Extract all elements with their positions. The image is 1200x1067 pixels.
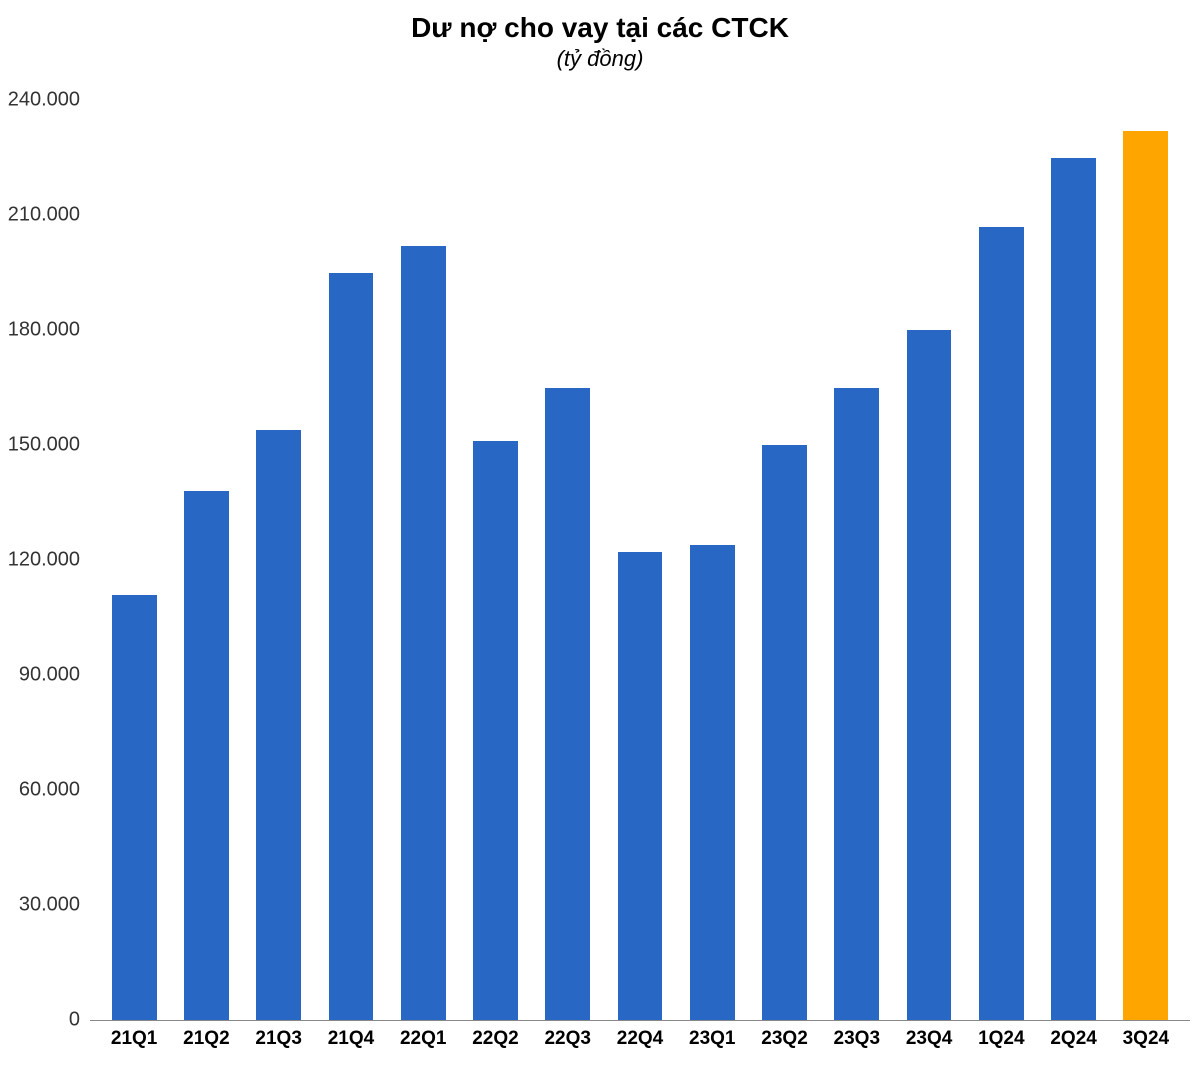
- bar: [112, 595, 157, 1021]
- y-tick-label: 0: [0, 1009, 80, 1032]
- bar-slot: [387, 100, 459, 1020]
- bar-slot: [821, 100, 893, 1020]
- x-tick-label: 21Q4: [315, 1020, 387, 1050]
- bar: [256, 430, 301, 1020]
- bar: [690, 545, 735, 1020]
- x-tick-label: 21Q3: [243, 1020, 315, 1050]
- bar: [473, 441, 518, 1020]
- bar-slot: [243, 100, 315, 1020]
- bar-slot: [893, 100, 965, 1020]
- chart-title: Dư nợ cho vay tại các CTCK: [0, 0, 1200, 44]
- bar: [545, 388, 590, 1021]
- y-tick-label: 90.000: [0, 664, 80, 687]
- x-tick-label: 23Q4: [893, 1020, 965, 1050]
- x-tick-label: 23Q2: [748, 1020, 820, 1050]
- x-tick-label: 1Q24: [965, 1020, 1037, 1050]
- bar: [401, 246, 446, 1020]
- bar: [834, 388, 879, 1021]
- bar-slot: [315, 100, 387, 1020]
- bar-slot: [459, 100, 531, 1020]
- bar-slot: [676, 100, 748, 1020]
- bar-slot: [1037, 100, 1109, 1020]
- y-axis: 030.00060.00090.000120.000150.000180.000…: [0, 100, 90, 1020]
- chart-subtitle: (tỷ đồng): [0, 46, 1200, 72]
- x-tick-label: 22Q4: [604, 1020, 676, 1050]
- bar: [762, 445, 807, 1020]
- bars-group: [90, 100, 1190, 1020]
- bar: [329, 273, 374, 1021]
- bar-slot: [748, 100, 820, 1020]
- bar-slot: [98, 100, 170, 1020]
- chart-container: Dư nợ cho vay tại các CTCK (tỷ đồng) 0 30…: [0, 0, 1200, 1067]
- x-axis: 21Q121Q221Q321Q422Q122Q222Q322Q423Q123Q2…: [90, 1020, 1190, 1050]
- bar: [184, 491, 229, 1020]
- x-tick-label: 22Q2: [459, 1020, 531, 1050]
- x-tick-label: 22Q1: [387, 1020, 459, 1050]
- bar: [907, 330, 952, 1020]
- y-tick-label: 180.000: [0, 319, 80, 342]
- x-tick-label: 3Q24: [1110, 1020, 1182, 1050]
- bar: [618, 552, 663, 1020]
- x-tick-label: 21Q1: [98, 1020, 170, 1050]
- bar-slot: [604, 100, 676, 1020]
- y-tick-label: 210.000: [0, 204, 80, 227]
- y-tick-label: 120.000: [0, 549, 80, 572]
- bar-slot: [170, 100, 242, 1020]
- plot-area: [90, 100, 1190, 1020]
- bar-slot: [532, 100, 604, 1020]
- x-tick-label: 2Q24: [1037, 1020, 1109, 1050]
- x-tick-label: 23Q3: [821, 1020, 893, 1050]
- bar-slot: [965, 100, 1037, 1020]
- bar: [1123, 131, 1168, 1020]
- x-tick-label: 23Q1: [676, 1020, 748, 1050]
- y-tick-label: 30.000: [0, 894, 80, 917]
- bar: [979, 227, 1024, 1021]
- x-tick-label: 22Q3: [532, 1020, 604, 1050]
- bar: [1051, 158, 1096, 1021]
- y-tick-label: 60.000: [0, 779, 80, 802]
- y-tick-label: 240.000: [0, 89, 80, 112]
- bar-slot: [1110, 100, 1182, 1020]
- x-tick-label: 21Q2: [170, 1020, 242, 1050]
- y-tick-label: 150.000: [0, 434, 80, 457]
